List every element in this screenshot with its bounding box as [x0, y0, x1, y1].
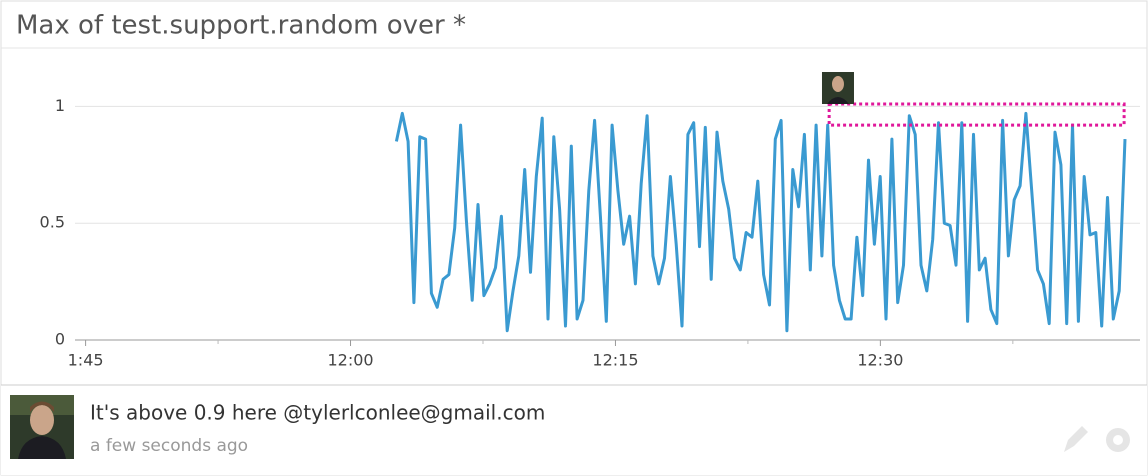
chart-title: Max of test.support.random over * [16, 11, 466, 41]
y-tick-label: 0.5 [40, 213, 65, 232]
highlight-region [827, 102, 1126, 127]
y-tick-label: 1 [55, 96, 65, 115]
x-tick-label: 12:30 [857, 351, 903, 370]
x-tick-label: 1:45 [68, 351, 104, 370]
plot: 0 0.5 1 1:45 12:00 12:15 12:30 [40, 72, 1140, 370]
comment-avatar [10, 395, 74, 459]
comment-text: It's above 0.9 here @tylerlconlee@gmail.… [90, 401, 545, 425]
marker-body [826, 97, 849, 104]
y-tick-label: 0 [55, 330, 65, 349]
marker-face [831, 76, 844, 92]
settings-icon[interactable] [1106, 428, 1130, 452]
edit-icon[interactable] [1064, 426, 1088, 452]
comment-box [1, 385, 1147, 475]
series-line [394, 111, 1127, 333]
comment-time: a few seconds ago [90, 436, 248, 456]
comment-marker [821, 72, 854, 104]
x-tick-label: 12:00 [327, 351, 373, 370]
x-tick-label: 12:15 [592, 351, 638, 370]
